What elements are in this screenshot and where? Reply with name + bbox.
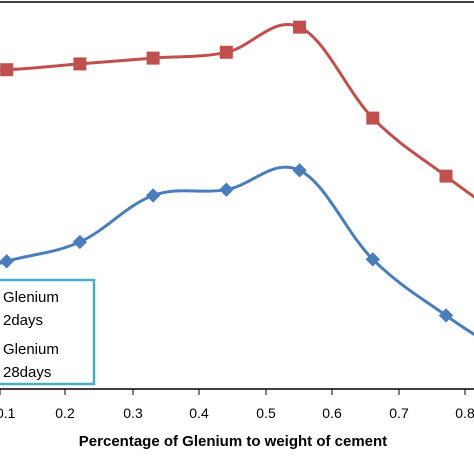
series-2-point [292, 163, 307, 178]
series-1-point [366, 111, 380, 125]
series-2-point [219, 182, 234, 197]
series-1-point [439, 169, 453, 183]
series-2-point [145, 188, 161, 203]
series-layer [0, 20, 474, 337]
x-tick-label: 0.8 [455, 405, 474, 421]
series-1-point [219, 45, 233, 59]
series-1-line [0, 23, 474, 199]
series-2-point [0, 254, 14, 269]
series-1-point [0, 63, 14, 77]
x-axis: 0.1 0.2 0.3 0.4 0.5 0.6 0.7 0.8 Percenta… [0, 389, 474, 450]
legend-label-series-1-line-2: 2days [3, 312, 43, 329]
legend-label-series-2-line-2: 28days [3, 364, 51, 381]
series-1-point [293, 20, 307, 34]
x-tick-label: 0.2 [55, 405, 75, 421]
x-tick-label: 0.5 [256, 405, 276, 421]
x-axis-title: Percentage of Glenium to weight of cemen… [79, 433, 387, 450]
series-2-point [72, 234, 88, 250]
series-1-point [73, 57, 87, 71]
x-tick-label: 0.4 [189, 405, 209, 421]
x-tick-label: 0.7 [389, 405, 409, 421]
legend-label-series-1-line-1: Glenium [3, 289, 59, 306]
legend: Glenium 2days Glenium 28days [0, 278, 96, 386]
series-2-point [365, 252, 381, 267]
series-1-point [146, 51, 160, 65]
x-tick-label: 0.3 [123, 405, 143, 421]
series-2-point [438, 308, 454, 323]
legend-box [0, 278, 96, 386]
x-tick-label: 0.1 [0, 405, 16, 421]
legend-label-series-2-line-1: Glenium [3, 341, 59, 358]
x-tick-label: 0.6 [322, 405, 342, 421]
